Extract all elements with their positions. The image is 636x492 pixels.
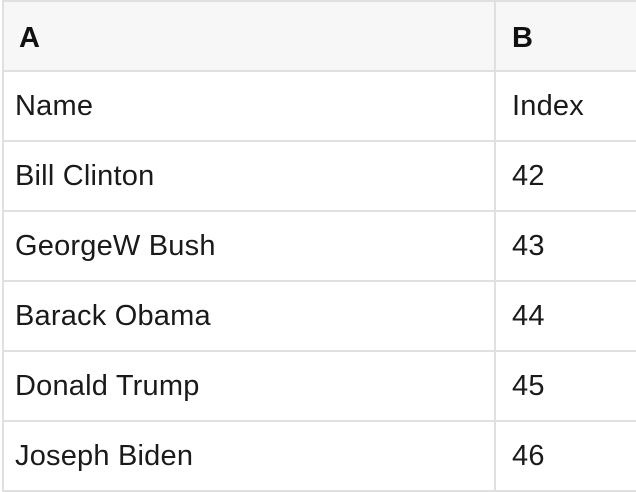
table-row: Donald Trump 45 xyxy=(4,352,636,422)
cell-index[interactable]: 43 xyxy=(512,229,545,262)
column-header-a[interactable]: A xyxy=(4,2,496,70)
cell-index[interactable]: 46 xyxy=(512,439,545,472)
table-row: Barack Obama 44 xyxy=(4,282,636,352)
cell-index[interactable]: 44 xyxy=(512,299,545,332)
cell-name[interactable]: Joseph Biden xyxy=(4,422,496,490)
table-row: Bill Clinton 42 xyxy=(4,142,636,212)
cell-name[interactable]: Donald Trump xyxy=(4,352,496,420)
column-header-row: A B xyxy=(4,2,636,72)
cell-index[interactable]: Index xyxy=(512,89,584,122)
cell-name[interactable]: Barack Obama xyxy=(4,282,496,350)
column-header-b[interactable]: B xyxy=(512,21,534,54)
table-row: GeorgeW Bush 43 xyxy=(4,212,636,282)
cell-name[interactable]: Name xyxy=(4,72,496,140)
table-body: Name Index Bill Clinton 42 GeorgeW Bush 43 Bar… xyxy=(4,72,636,492)
cell-name[interactable]: Bill Clinton xyxy=(4,142,496,210)
table-row: Joseph Biden 46 xyxy=(4,422,636,492)
cell-name[interactable]: GeorgeW Bush xyxy=(4,212,496,280)
cell-index[interactable]: 45 xyxy=(512,369,545,402)
table-row: Name Index xyxy=(4,72,636,142)
cell-index[interactable]: 42 xyxy=(512,159,545,192)
